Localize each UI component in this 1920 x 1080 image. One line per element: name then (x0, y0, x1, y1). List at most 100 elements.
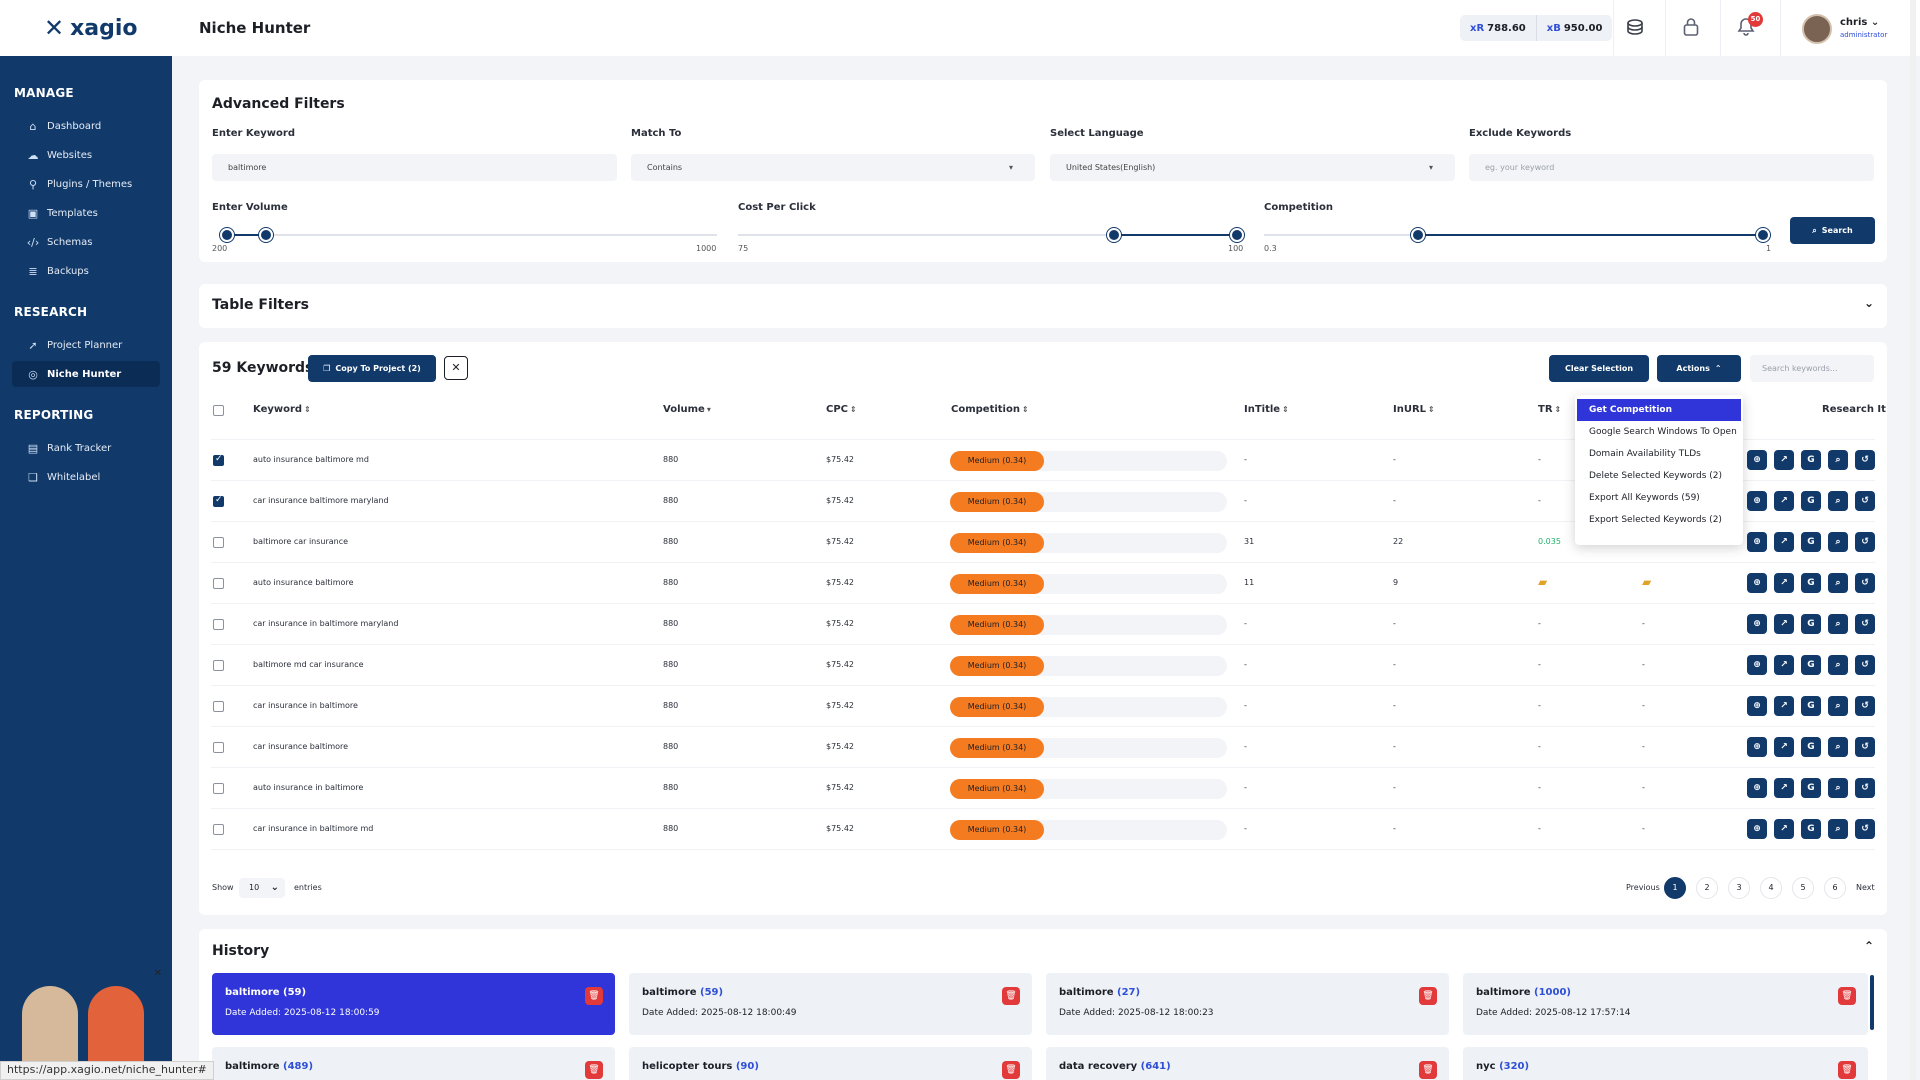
search-button[interactable]: ⌕ Search (1790, 217, 1875, 244)
credits-widget[interactable]: xR 788.60 xB 950.00 (1460, 15, 1613, 41)
history-icon[interactable]: ↺ (1855, 614, 1875, 634)
logo[interactable]: ✕ xagio (0, 0, 172, 56)
google-icon[interactable]: G (1801, 696, 1821, 716)
col-competition[interactable]: Competition ⇕ (951, 404, 1029, 415)
globe-icon[interactable]: ⊕ (1747, 614, 1767, 634)
history-icon[interactable]: ↺ (1855, 819, 1875, 839)
pagination-page[interactable]: 3 (1728, 877, 1750, 899)
select-all-checkbox[interactable] (213, 405, 224, 416)
actions-menu-item[interactable]: Delete Selected Keywords (2) (1589, 471, 1723, 481)
actions-menu-item[interactable]: Get Competition (1577, 399, 1741, 421)
search-icon[interactable]: ⌕ (1828, 450, 1848, 470)
search-icon[interactable]: ⌕ (1828, 778, 1848, 798)
table-row[interactable]: car insurance in baltimore md 880 $75.42 Me… (199, 809, 1887, 850)
trend-icon[interactable]: ↗ (1774, 696, 1794, 716)
video-widget[interactable]: ✕ (18, 968, 162, 1064)
sidebar-item-plugins-themes[interactable]: ⚲ Plugins / Themes (12, 171, 160, 197)
table-row[interactable]: baltimore md car insurance 880 $75.42 Mediu… (199, 645, 1887, 686)
col-inurl[interactable]: InURL ⇕ (1393, 404, 1435, 415)
row-checkbox[interactable] (213, 578, 224, 589)
google-icon[interactable]: G (1801, 614, 1821, 634)
google-icon[interactable]: G (1801, 737, 1821, 757)
col-tr[interactable]: TR ⇕ (1538, 404, 1562, 415)
row-checkbox[interactable] (213, 660, 224, 671)
trash-icon[interactable]: 🗑 (585, 987, 603, 1005)
search-icon[interactable]: ⌕ (1828, 696, 1848, 716)
table-row[interactable]: car insurance baltimore 880 $75.42 Medium (… (199, 727, 1887, 768)
sidebar-item-whitelabel[interactable]: ❑ Whitelabel (12, 464, 160, 490)
search-icon[interactable]: ⌕ (1828, 614, 1848, 634)
globe-icon[interactable]: ⊕ (1747, 737, 1767, 757)
sidebar-item-niche-hunter[interactable]: ◎ Niche Hunter (12, 361, 160, 387)
table-row[interactable]: auto insurance in baltimore 880 $75.42 Medi… (199, 768, 1887, 809)
table-row[interactable]: auto insurance baltimore md 880 $75.42 Medi… (199, 440, 1887, 481)
table-row[interactable]: baltimore car insurance 880 $75.42 Medium (… (199, 522, 1887, 563)
volume-slider-min-handle[interactable] (220, 228, 234, 242)
trash-icon[interactable]: 🗑 (1002, 987, 1020, 1005)
history-icon[interactable]: ↺ (1855, 778, 1875, 798)
globe-icon[interactable]: ⊕ (1747, 532, 1767, 552)
close-icon[interactable]: ✕ (444, 356, 468, 380)
trend-icon[interactable]: ↗ (1774, 614, 1794, 634)
copy-to-project-button[interactable]: ❐ Copy To Project (2) (308, 355, 436, 382)
match-select[interactable]: Contains ▾ (631, 154, 1035, 181)
pagination-page[interactable]: 1 (1664, 877, 1686, 899)
history-scrollbar[interactable] (1870, 975, 1874, 1030)
trend-icon[interactable]: ↗ (1774, 573, 1794, 593)
row-checkbox[interactable] (213, 742, 224, 753)
chevron-up-icon[interactable]: ⌃ (1864, 939, 1875, 953)
trend-icon[interactable]: ↗ (1774, 655, 1794, 675)
search-icon[interactable]: ⌕ (1828, 573, 1848, 593)
sidebar-item-templates[interactable]: ▣ Templates (12, 200, 160, 226)
user-menu[interactable]: chris ⌄ (1840, 17, 1880, 28)
sidebar-item-rank-tracker[interactable]: ▤ Rank Tracker (12, 435, 160, 461)
trend-icon[interactable]: ↗ (1774, 778, 1794, 798)
table-filters-card[interactable]: Table Filters ⌄ (199, 284, 1887, 328)
history-icon[interactable]: ↺ (1855, 491, 1875, 511)
globe-icon[interactable]: ⊕ (1747, 573, 1767, 593)
trend-icon[interactable]: ↗ (1774, 737, 1794, 757)
search-icon[interactable]: ⌕ (1828, 819, 1848, 839)
search-keywords-input[interactable]: Search keywords... (1750, 355, 1874, 382)
trend-icon[interactable]: ↗ (1774, 532, 1794, 552)
history-item[interactable]: baltimore (59) Date Added: 2025-08-12 18:… (212, 973, 615, 1035)
history-item[interactable]: data recovery (641) 🗑 (1046, 1047, 1449, 1080)
globe-icon[interactable]: ⊕ (1747, 450, 1767, 470)
page-scrollbar[interactable] (1910, 0, 1916, 1080)
col-intitle[interactable]: InTitle ⇕ (1244, 404, 1289, 415)
search-icon[interactable]: ⌕ (1828, 655, 1848, 675)
row-checkbox[interactable] (213, 701, 224, 712)
google-icon[interactable]: G (1801, 819, 1821, 839)
row-checkbox[interactable] (213, 537, 224, 548)
row-checkbox[interactable] (213, 495, 224, 507)
history-item[interactable]: baltimore (1000) Date Added: 2025-08-12 1… (1463, 973, 1868, 1035)
trend-icon[interactable]: ↗ (1774, 819, 1794, 839)
col-cpc[interactable]: CPC ⇕ (826, 404, 857, 415)
competition-slider-max-handle[interactable] (1756, 228, 1770, 242)
table-row[interactable]: car insurance in baltimore 880 $75.42 Mediu… (199, 686, 1887, 727)
actions-button[interactable]: Actions ⌃ (1657, 355, 1741, 382)
trend-icon[interactable]: ↗ (1774, 491, 1794, 511)
pagination-page[interactable]: 2 (1696, 877, 1718, 899)
sidebar-item-dashboard[interactable]: ⌂ Dashboard (12, 113, 160, 139)
pagination-page[interactable]: 5 (1792, 877, 1814, 899)
trash-icon[interactable]: 🗑 (1002, 1061, 1020, 1079)
history-item[interactable]: baltimore (27) Date Added: 2025-08-12 18:… (1046, 973, 1449, 1035)
cpc-slider-max-handle[interactable] (1230, 228, 1244, 242)
search-icon[interactable]: ⌕ (1828, 737, 1848, 757)
pagination-page[interactable]: 4 (1760, 877, 1782, 899)
actions-menu-item[interactable]: Export Selected Keywords (2) (1589, 515, 1722, 525)
history-icon[interactable]: ↺ (1855, 655, 1875, 675)
google-icon[interactable]: G (1801, 778, 1821, 798)
actions-menu-item[interactable]: Google Search Windows To Open (1589, 427, 1737, 437)
google-icon[interactable]: G (1801, 532, 1821, 552)
table-row[interactable]: car insurance in baltimore maryland 880 $7… (199, 604, 1887, 645)
sidebar-item-project-planner[interactable]: ➚ Project Planner (12, 332, 160, 358)
entries-select[interactable]: 10 ⌄ (239, 878, 285, 898)
trend-icon[interactable]: ↗ (1774, 450, 1794, 470)
exclude-input[interactable]: eg. your keyword (1469, 154, 1874, 181)
history-icon[interactable]: ↺ (1855, 532, 1875, 552)
sidebar-item-schemas[interactable]: ‹/› Schemas (12, 229, 160, 255)
trash-icon[interactable]: 🗑 (1838, 1061, 1856, 1079)
history-item[interactable]: helicopter tours (90) 🗑 (629, 1047, 1032, 1080)
